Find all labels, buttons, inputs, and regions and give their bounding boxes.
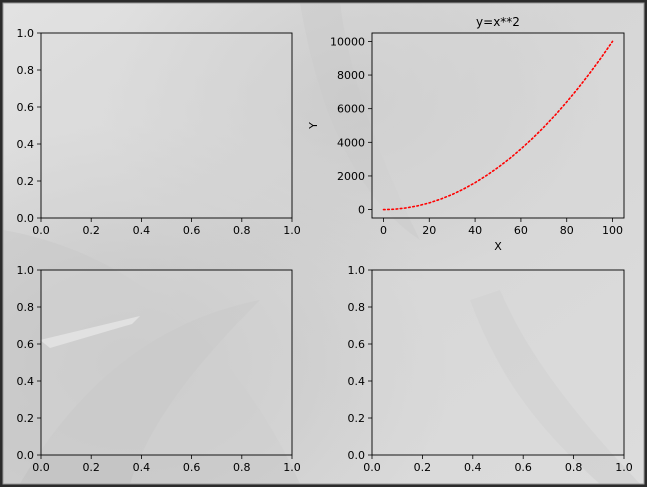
x-tick-label: 0.0: [32, 224, 50, 237]
y-tick-label: 0.8: [17, 64, 35, 77]
x-tick-label: 0.0: [32, 461, 50, 474]
y-tick-label: 0.2: [17, 412, 35, 425]
x-tick-label: 1.0: [615, 461, 633, 474]
y-tick-label: 0.8: [348, 301, 366, 314]
subplot-bottom-right: 0.0 0.2 0.4 0.6 0.8 1.0 0.0 0.2 0.4 0.6 0.8 1.0: [348, 264, 633, 474]
x-tick-label: 0.4: [464, 461, 482, 474]
x-tick-label: 0.2: [414, 461, 432, 474]
x-tick-label: 20: [422, 224, 436, 237]
y-tick-label: 8000: [337, 69, 365, 82]
x-tick-label: 0.6: [183, 224, 201, 237]
x-tick-label: 0.8: [233, 224, 251, 237]
y-tick-label: 1.0: [17, 264, 35, 277]
x-tick-label: 0.4: [133, 224, 151, 237]
y-tick-label: 0: [358, 204, 365, 217]
y-tick-label: 0.2: [348, 412, 366, 425]
y-tick-label: 6000: [337, 103, 365, 116]
y-tick-label: 0.4: [17, 138, 35, 151]
y-tick-label: 0.2: [17, 175, 35, 188]
y-tick-label: 0.6: [17, 101, 35, 114]
axes-frame: [40, 269, 293, 456]
subplot-top-left: 0.0 0.2 0.4 0.6 0.8 1.0 0.0 0.2 0.4 0.6 0.8 1.0: [17, 27, 301, 237]
subplot-bottom-left: 0.0 0.2 0.4 0.6 0.8 1.0 0.0 0.2 0.4 0.6 0.8 1.0: [17, 264, 301, 474]
y-tick-label: 1.0: [17, 27, 35, 40]
x-tick-label: 0.2: [82, 224, 100, 237]
chart-title: y=x**2: [476, 15, 520, 29]
x-tick-label: 0.8: [565, 461, 583, 474]
axes-frame: [371, 269, 625, 456]
x-tick-label: 0.8: [233, 461, 251, 474]
axes-frame: [371, 32, 625, 219]
y-tick-label: 0.4: [17, 375, 35, 388]
x-tick-label: 0.2: [82, 461, 100, 474]
y-tick-label: 10000: [330, 35, 365, 48]
x-tick-label: 0: [380, 224, 387, 237]
x-tick-label: 1.0: [283, 224, 301, 237]
y-tick-label: 1.0: [348, 264, 366, 277]
x-tick-label: 0.6: [514, 461, 532, 474]
y-tick-label: 4000: [337, 136, 365, 149]
y-tick-label: 0.0: [17, 212, 35, 225]
y-tick-label: 0.8: [17, 301, 35, 314]
x-tick-label: 60: [514, 224, 528, 237]
x-tick-label: 0.4: [133, 461, 151, 474]
x-tick-label: 100: [602, 224, 623, 237]
y-tick-label: 0.6: [17, 338, 35, 351]
y-tick-label: 0.4: [348, 375, 366, 388]
axes-frame: [40, 32, 293, 219]
x-tick-label: 80: [560, 224, 574, 237]
subplot-top-right: 0 20 40 60 80 100 0 2000 4000 6000 8000 10000 y=x**2…: [307, 15, 625, 253]
y-tick-label: 0.0: [348, 449, 366, 462]
y-tick-label: 2000: [337, 170, 365, 183]
series-line: [382, 40, 614, 211]
x-axis-label: X: [494, 240, 502, 253]
y-tick-label: 0.0: [17, 449, 35, 462]
y-axis-label: Y: [307, 122, 320, 130]
x-tick-label: 40: [468, 224, 482, 237]
x-tick-label: 0.6: [183, 461, 201, 474]
y-tick-label: 0.6: [348, 338, 366, 351]
x-tick-label: 1.0: [283, 461, 301, 474]
x-tick-label: 0.0: [363, 461, 381, 474]
